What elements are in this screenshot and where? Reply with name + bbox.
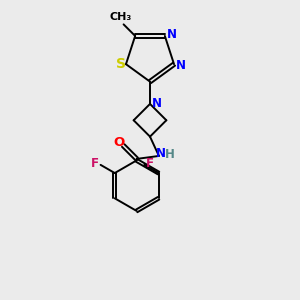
Text: CH₃: CH₃ bbox=[110, 12, 132, 22]
Text: F: F bbox=[91, 157, 99, 170]
Text: H: H bbox=[165, 148, 175, 161]
Text: N: N bbox=[167, 28, 176, 41]
Text: N: N bbox=[152, 98, 161, 110]
Text: O: O bbox=[113, 136, 124, 149]
Text: S: S bbox=[116, 57, 126, 71]
Text: N: N bbox=[176, 59, 186, 72]
Text: F: F bbox=[146, 157, 154, 170]
Text: N: N bbox=[156, 147, 166, 160]
